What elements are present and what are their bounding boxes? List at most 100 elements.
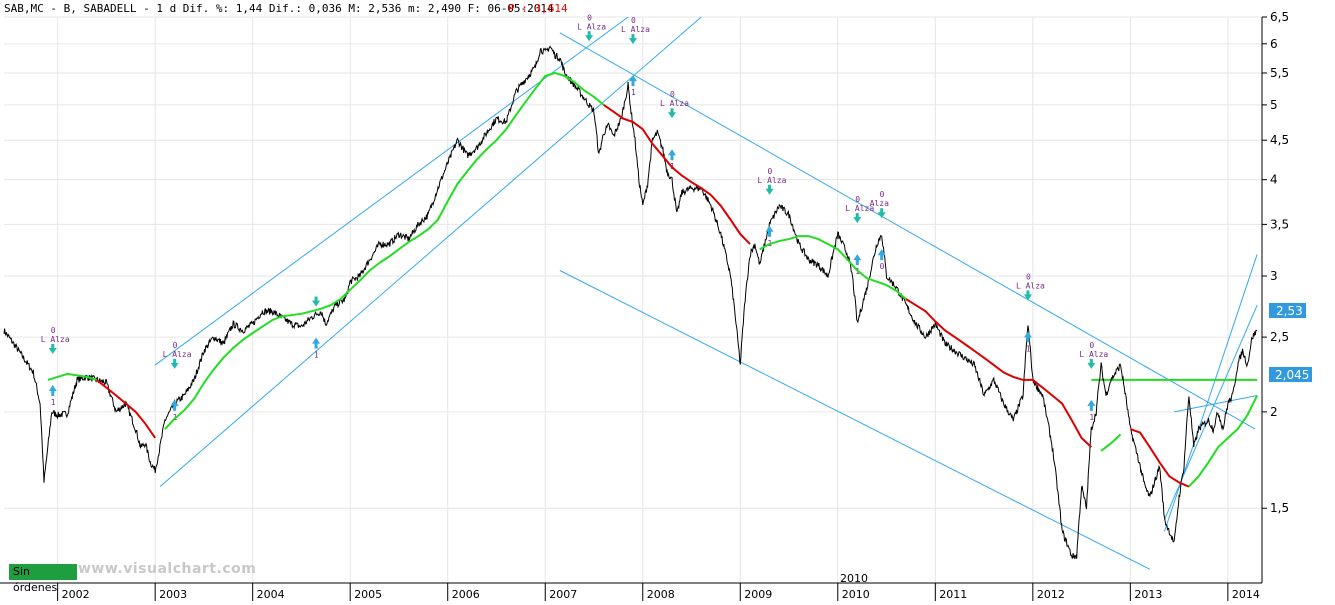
signal-label: L Alza	[1079, 350, 1108, 359]
y-tick-label: 5	[1270, 98, 1278, 112]
x-tick-label: 2013	[1134, 588, 1162, 601]
watermark: www.visualchart.com	[78, 561, 257, 577]
support-badge-text: 2,045	[1275, 368, 1309, 382]
channel-line	[1174, 395, 1258, 413]
y-tick-label: 3,5	[1270, 217, 1289, 231]
x-tick-label: 2012	[1037, 588, 1065, 601]
chart-header-info: SAB,MC - B, SABADELL - 1 d Dif. %: 1,44 …	[4, 2, 554, 15]
signal-label-bottom: 0	[880, 262, 885, 271]
channel-line	[1164, 254, 1258, 532]
signal-arrow-up-icon	[629, 75, 637, 87]
signal-label-top: 0	[1026, 272, 1031, 281]
signal-label-top: 0	[173, 341, 178, 350]
signal-label: L Alza	[660, 99, 689, 108]
moving-average-segment-up	[47, 372, 97, 381]
signal-label-bottom: 1	[51, 398, 56, 407]
orders-status[interactable]: Sin órdenes	[9, 564, 77, 594]
support-badge-box	[1269, 367, 1312, 382]
signal-arrow-up-icon	[765, 225, 774, 237]
signal-label-top: 0	[855, 195, 860, 204]
signal-label-bottom: 1	[314, 351, 319, 360]
signal-arrow-down-icon	[877, 208, 886, 219]
signal-arrow-up-icon	[48, 385, 57, 397]
signal-label: Alza	[870, 199, 889, 208]
y-tick-label: 1,5	[1270, 501, 1289, 515]
signal-label-bottom: 1	[631, 88, 636, 97]
year-marker: 2010	[840, 572, 868, 585]
signal-label: L Alza	[845, 204, 874, 213]
last-price-badge-box	[1269, 303, 1306, 318]
moving-average-segment-up	[164, 71, 605, 430]
x-tick-label: 2006	[452, 588, 480, 601]
signal-label: L Alza	[621, 25, 650, 34]
signal-label: L Alza	[1016, 281, 1045, 290]
signal-arrow-down-icon	[765, 184, 774, 195]
signal-marker: 0L Alza 1	[1016, 272, 1045, 353]
moving-average-segment-down	[1130, 428, 1190, 488]
signal-marker: 0L Alza	[577, 13, 606, 42]
signal-arrow-down-icon	[585, 31, 594, 42]
x-tick-label: 2010	[842, 588, 870, 601]
last-price-badge-text: 2,53	[1276, 304, 1303, 318]
signal-arrow-down-icon	[312, 296, 321, 307]
moving-average-segment-down	[96, 379, 156, 439]
x-tick-label: 2011	[939, 588, 967, 601]
channel-line	[559, 32, 1256, 430]
x-tick-label: 2004	[257, 588, 285, 601]
y-tick-label: 6	[1270, 37, 1278, 51]
x-axis-ticks: 2002 2003 2004 2005 2006 2007 2008 2009 2010 2011…	[57, 583, 1260, 601]
grid	[4, 16, 1262, 583]
last-price-badge: 2,53	[1269, 303, 1306, 318]
signal-marker: 1	[312, 296, 321, 360]
signal-arrow-down-icon	[1087, 358, 1096, 369]
x-tick-label: 2005	[354, 588, 382, 601]
y-tick-label: 3	[1270, 269, 1278, 283]
signal-label: L Alza	[41, 335, 70, 344]
signal-arrow-down-icon	[629, 34, 637, 45]
signal-label-top: 0	[587, 13, 592, 22]
moving-average-segment-up	[759, 235, 907, 300]
signal-label: L Alza	[163, 350, 192, 359]
x-tick-label: 2014	[1232, 588, 1260, 601]
x-tick-label: 2009	[744, 588, 772, 601]
y-tick-label: 4	[1270, 173, 1278, 187]
x-tick-label: 2008	[647, 588, 675, 601]
signal-arrow-down-icon	[48, 344, 57, 355]
channel-line	[159, 16, 702, 488]
chart-header-p-label: P : 3,614	[508, 2, 568, 15]
signal-label-top: 0	[1089, 341, 1094, 350]
signal-arrow-down-icon	[170, 358, 179, 369]
support-badge: 2,045	[1269, 367, 1312, 382]
y-tick-label: 5,5	[1270, 66, 1289, 80]
signal-label-bottom: 1	[1089, 413, 1094, 422]
signal-arrow-up-icon	[312, 337, 321, 349]
signal-label: L Alza	[758, 176, 787, 185]
axes	[0, 17, 1263, 584]
signal-label-top: 0	[631, 16, 636, 25]
signal-label-top: 0	[768, 167, 773, 176]
y-tick-label: 6,5	[1270, 10, 1289, 24]
y-axis-ticks: 6,5 6 5,5 5 4,5 4 3,5 3 2,5 2 1,5	[1262, 10, 1289, 515]
signal-marker: 0L Alza 1	[621, 16, 650, 97]
signal-arrow-up-icon	[1087, 399, 1096, 411]
signal-label: L Alza	[577, 22, 606, 31]
channel-line	[559, 270, 1151, 570]
moving-average-segment-up	[1100, 433, 1122, 452]
y-tick-label: 4,5	[1270, 133, 1289, 147]
x-tick-label: 2003	[159, 588, 187, 601]
y-tick-label: 2	[1270, 405, 1278, 419]
channel-line	[154, 16, 629, 366]
x-tick-label: 2007	[549, 588, 577, 601]
moving-average-segment-up	[1188, 395, 1259, 488]
signal-arrow-down-icon	[668, 108, 677, 119]
signal-label-top: 0	[51, 326, 56, 335]
price-series-line	[3, 45, 1258, 560]
signal-marker: 0L Alza 1	[41, 326, 70, 407]
signal-arrow-down-icon	[853, 213, 862, 224]
signal-label-bottom: 1	[1026, 344, 1031, 353]
signal-arrow-up-icon	[877, 249, 886, 261]
signal-arrow-up-icon	[853, 254, 862, 266]
